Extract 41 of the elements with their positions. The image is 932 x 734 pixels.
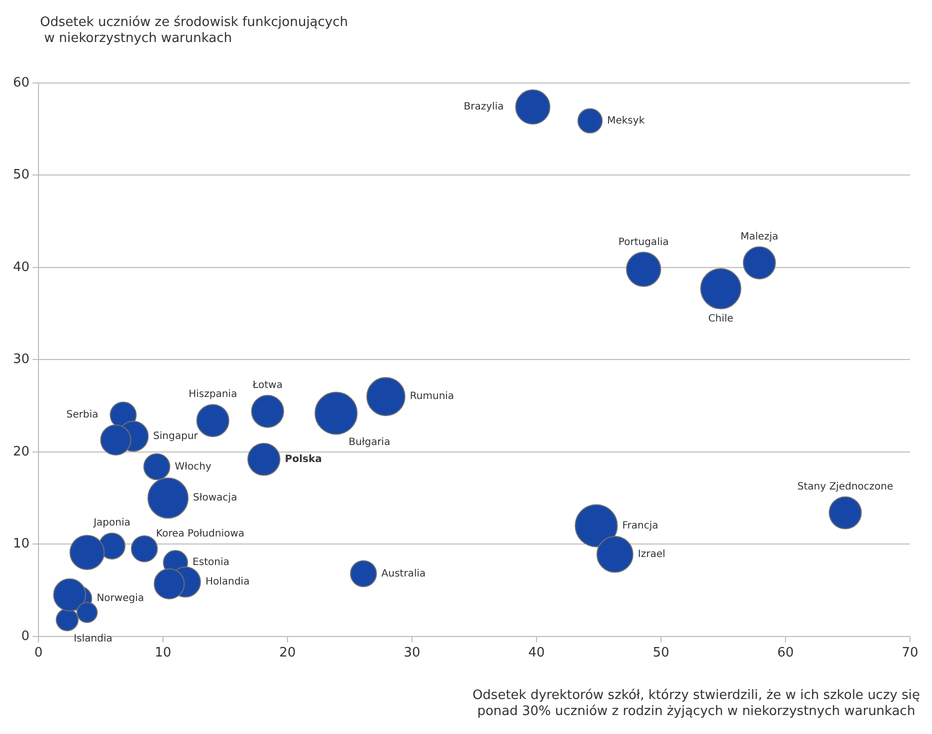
annotation: Polska (284, 454, 322, 465)
annotation: Rumunia (410, 391, 454, 402)
annotation: Malezja (740, 231, 778, 242)
annotation: Włochy (174, 461, 212, 472)
x-tick-label: 40 (528, 646, 545, 661)
x-tick-label: 50 (652, 646, 670, 661)
y-axis-title: Odsetek uczniów ze środowisk funkcjonujących w niekorzystnych warunkach (40, 15, 348, 47)
y-tick-label: 30 (12, 352, 30, 368)
annotation: Islandia (74, 633, 112, 644)
annotation: Meksyk (607, 115, 645, 126)
annotation: Serbia (66, 410, 98, 421)
annotation: Australia (381, 568, 426, 580)
annotation: Izrael (638, 548, 666, 560)
x-tick-label: 10 (154, 646, 172, 661)
annotation: Łotwa (252, 380, 283, 391)
annotation: Chile (708, 313, 734, 324)
x-tick-label: 0 (34, 646, 43, 661)
annotation: Holandia (205, 576, 250, 588)
x-tick-label: 30 (404, 646, 420, 661)
annotation: Portugalia (618, 236, 669, 248)
y-tick-label: 40 (12, 260, 30, 275)
annotation: Brazylia (464, 102, 504, 113)
x-tick-label: 20 (279, 646, 296, 661)
annotation: Francja (622, 520, 658, 532)
annotation: Singapur (153, 430, 199, 442)
x-tick-label: 60 (777, 646, 794, 661)
annotation: Hiszpania (188, 389, 238, 400)
y-tick-label: 10 (12, 536, 30, 552)
annotation: Estonia (192, 557, 230, 568)
annotation: Stany Zjednoczone (797, 481, 894, 492)
annotation: Korea Południowa (156, 528, 244, 540)
annotation: Japonia (92, 518, 130, 529)
y-tick-label: 20 (12, 444, 30, 460)
annotation: Bułgaria (348, 436, 390, 448)
y-tick-label: 60 (12, 75, 30, 90)
x-tick-label: 70 (902, 646, 918, 661)
x-axis-title: Odsetek dyrektorów szkół, którzy stwierdzili, że w ich szkole uczy się ponad 30% uczniów z rodzin żyjących w niekorzystnych warunkach (472, 688, 920, 720)
y-tick-label: 0 (21, 628, 30, 644)
annotation: Słowacja (193, 492, 238, 504)
annotation: Norwegia (96, 593, 144, 604)
y-tick-label: 50 (12, 168, 30, 183)
